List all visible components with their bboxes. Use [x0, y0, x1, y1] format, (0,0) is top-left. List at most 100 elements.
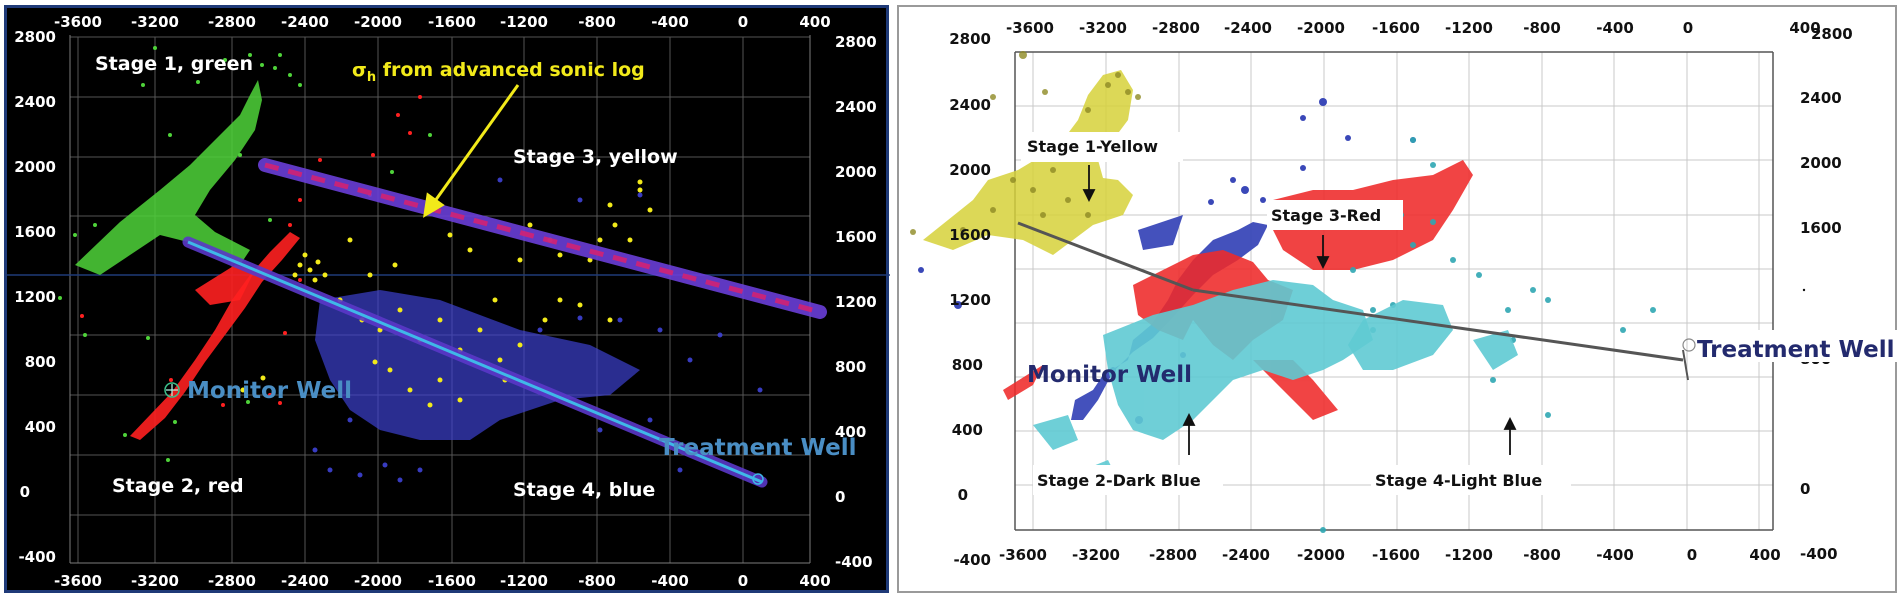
svg-text:2800: 2800 [835, 33, 877, 51]
svg-text:400: 400 [1789, 19, 1820, 37]
svg-text:400: 400 [952, 421, 983, 439]
svg-text:0: 0 [738, 572, 748, 590]
svg-text:800: 800 [835, 358, 866, 376]
svg-text:-1200: -1200 [500, 572, 548, 590]
right-x-axis-top: -3600 -3200 -2800 -2400 -2000 -1600 -120… [1006, 19, 1821, 37]
right-axes-box [1014, 51, 1774, 531]
svg-text:-800: -800 [578, 13, 616, 31]
svg-text:-2400: -2400 [281, 13, 329, 31]
sonic-log-trajectory [258, 158, 827, 319]
left-x-axis-bottom: -3600 -3200 -2800 -2400 -2000 -1600 -120… [54, 572, 831, 590]
stage3-label-bg [1267, 200, 1403, 230]
stage4-arrowhead-icon [1503, 416, 1517, 430]
svg-text:2400: 2400 [949, 96, 991, 114]
svg-text:-1600: -1600 [1372, 19, 1420, 37]
svg-text:-2000: -2000 [1297, 546, 1345, 564]
svg-text:400: 400 [25, 418, 56, 436]
svg-text:-2400: -2400 [1222, 546, 1270, 564]
stage4-label: Stage 4-Light Blue [1375, 471, 1542, 490]
right-microseismic-plot: -3600 -3200 -2800 -2400 -2000 -1600 -120… [893, 0, 1900, 598]
svg-text:2800: 2800 [1811, 25, 1853, 43]
svg-text:2400: 2400 [835, 98, 877, 116]
svg-text:400: 400 [1749, 546, 1780, 564]
svg-text:-1600: -1600 [1372, 546, 1420, 564]
monitor-well-label: Monitor Well [187, 378, 352, 404]
stage3-arrowhead-icon [1316, 256, 1330, 270]
svg-text:-3600: -3600 [999, 546, 1047, 564]
svg-text:-2800: -2800 [208, 13, 256, 31]
sonic-log-arrow-icon [423, 84, 520, 218]
stage1-label: Stage 1-Yellow [1027, 137, 1158, 156]
treatment-well-trajectory [182, 236, 768, 488]
axis-dot-mark [1802, 288, 1806, 292]
svg-text:-3200: -3200 [131, 13, 179, 31]
svg-text:-1200: -1200 [1445, 546, 1493, 564]
svg-text:-2800: -2800 [1152, 19, 1200, 37]
stage3-label: Stage 3-Red [1271, 206, 1381, 225]
monitor-well-label: Monitor Well [1027, 362, 1192, 388]
right-x-axis-bottom: -3600 -3200 -2800 -2400 -2000 -1600 -120… [999, 546, 1781, 564]
svg-text:2800: 2800 [14, 28, 56, 46]
treatment-well-label: Treatment Well [659, 435, 856, 461]
stage2-label-bg [1033, 465, 1223, 495]
svg-text:1200: 1200 [835, 293, 877, 311]
svg-text:-2800: -2800 [1149, 546, 1197, 564]
stage2-label: Stage 2, red [112, 475, 244, 497]
treatment-well-label: Treatment Well [1697, 337, 1894, 363]
svg-text:-1600: -1600 [428, 572, 476, 590]
svg-text:800: 800 [25, 353, 56, 371]
left-microseismic-plot: -3600 -3200 -2800 -2400 -2000 -1600 -120… [0, 0, 897, 598]
svg-text:1200: 1200 [14, 288, 56, 306]
svg-text:0: 0 [835, 488, 845, 506]
svg-text:2800: 2800 [949, 30, 991, 48]
svg-text:2400: 2400 [14, 93, 56, 111]
svg-text:1600: 1600 [14, 223, 56, 241]
stage4-label-bg [1371, 465, 1571, 495]
svg-text:-400: -400 [651, 13, 689, 31]
treatment-wellhead-icon [752, 473, 764, 485]
sonic-log-label: σh from advanced sonic log [352, 59, 645, 85]
stage1-arrowhead-icon [1082, 189, 1096, 203]
svg-text:-400: -400 [1596, 546, 1634, 564]
svg-text:-1200: -1200 [1445, 19, 1493, 37]
svg-text:-400: -400 [1596, 19, 1634, 37]
annotation-arrows [1082, 165, 1517, 455]
right-grid [1015, 52, 1773, 530]
stage1-green-events [58, 46, 432, 462]
svg-text:-2000: -2000 [354, 13, 402, 31]
left-y-axis-right: 2800 2400 2000 1600 1200 800 400 0 -400 [835, 33, 877, 571]
svg-text:-400: -400 [651, 572, 689, 590]
svg-text:-3200: -3200 [1072, 546, 1120, 564]
svg-text:-2800: -2800 [208, 572, 256, 590]
svg-text:-3600: -3600 [54, 572, 102, 590]
svg-text:-400: -400 [18, 548, 56, 566]
left-plot-frame [4, 5, 889, 593]
stage3-label: Stage 3, yellow [513, 146, 678, 168]
svg-text:-1200: -1200 [500, 13, 548, 31]
svg-text:1600: 1600 [949, 226, 991, 244]
svg-text:-2400: -2400 [1224, 19, 1272, 37]
left-y-axis-left: 2800 2400 2000 1600 1200 800 400 0 -400 [14, 28, 56, 566]
left-plot-svg: -3600 -3200 -2800 -2400 -2000 -1600 -120… [7, 13, 890, 590]
svg-text:0: 0 [1800, 480, 1810, 498]
svg-text:-2400: -2400 [281, 572, 329, 590]
svg-text:-800: -800 [578, 572, 616, 590]
svg-text:0: 0 [1683, 19, 1693, 37]
svg-text:400: 400 [799, 13, 830, 31]
treatment-wellhead-icon [1682, 338, 1696, 352]
stage1-label: Stage 1, green [95, 53, 253, 75]
svg-text:400: 400 [799, 572, 830, 590]
monitor-wellhead-icon [164, 382, 180, 398]
svg-text:-2000: -2000 [354, 572, 402, 590]
stage1-yellow-volume [910, 51, 1141, 255]
svg-text:0: 0 [20, 483, 30, 501]
svg-text:0: 0 [958, 486, 968, 504]
svg-text:-400: -400 [1800, 545, 1838, 563]
stage4-label: Stage 4, blue [513, 479, 655, 501]
stage2-arrowhead-icon [1182, 412, 1196, 426]
svg-text:-3600: -3600 [54, 13, 102, 31]
svg-text:-800: -800 [1523, 546, 1561, 564]
stage4-light-blue-volume-2 [1348, 300, 1518, 370]
right-y-axis-right: 2800 2400 2000 1600 800 0 -400 [1800, 25, 1853, 563]
svg-text:-800: -800 [1523, 19, 1561, 37]
